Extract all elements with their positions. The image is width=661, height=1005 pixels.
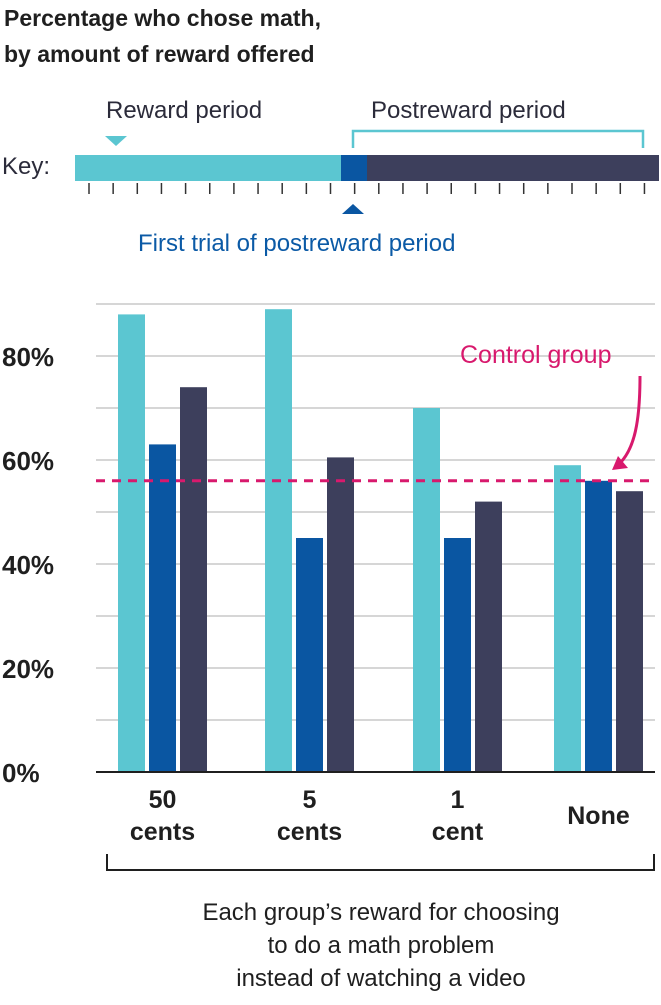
x-tick-label: cents: [277, 818, 342, 846]
x-tick-label: 5: [303, 786, 317, 814]
category-bracket: [106, 854, 655, 871]
first-trial-marker-icon: [342, 204, 364, 214]
bar: [118, 314, 145, 772]
bar: [585, 480, 612, 772]
key-ticks: [88, 183, 646, 194]
key-first-trial-label: First trial of postreward period: [138, 230, 455, 257]
y-tick-label: 80%: [2, 342, 54, 372]
reward-period-marker-icon: [105, 136, 127, 146]
bar: [265, 309, 292, 772]
key-reward-segment: [75, 155, 341, 181]
bars: [118, 309, 643, 772]
key-first-trial-segment: [341, 155, 367, 181]
x-tick-label: None: [567, 802, 630, 830]
x-tick-label: 1: [451, 786, 465, 814]
key-postreward-period-label: Postreward period: [371, 97, 566, 124]
x-tick-label: 50: [149, 786, 177, 814]
x-tick-label: cent: [432, 818, 484, 846]
key-label: Key:: [2, 153, 50, 180]
y-tick-label: 60%: [2, 446, 54, 476]
key-reward-period-label: Reward period: [106, 97, 262, 124]
postreward-period-bracket: [351, 129, 645, 148]
bar: [616, 491, 643, 772]
bar: [149, 444, 176, 772]
y-tick-label: 20%: [2, 654, 54, 684]
y-axis-ticks: 0% 20% 40% 60% 80%: [2, 342, 54, 788]
caption-line-3: instead of watching a video: [236, 965, 526, 992]
control-group-arrowhead-icon: [612, 456, 628, 470]
x-axis-labels: 50 cents 5 cents 1 cent None: [130, 786, 630, 846]
caption-line-1: Each group’s reward for choosing: [202, 899, 559, 926]
control-group-label: Control group: [460, 341, 611, 369]
bar: [475, 501, 502, 772]
x-tick-label: cents: [130, 818, 195, 846]
key-postreward-segment: [367, 155, 659, 181]
bar: [327, 457, 354, 772]
bar: [444, 538, 471, 772]
bar: [180, 387, 207, 772]
bar: [413, 408, 440, 772]
bar: [554, 465, 581, 772]
y-tick-label: 0%: [2, 758, 40, 788]
chart-title-line-1: Percentage who chose math,: [4, 5, 321, 31]
control-group-arrow-icon: [616, 375, 642, 467]
chart-title-line-2: by amount of reward offered: [4, 41, 315, 67]
y-tick-label: 40%: [2, 550, 54, 580]
legend-key: Reward period Postreward period Key: Fir…: [2, 97, 659, 257]
bar: [296, 538, 323, 772]
caption-line-2: to do a math problem: [268, 932, 495, 959]
